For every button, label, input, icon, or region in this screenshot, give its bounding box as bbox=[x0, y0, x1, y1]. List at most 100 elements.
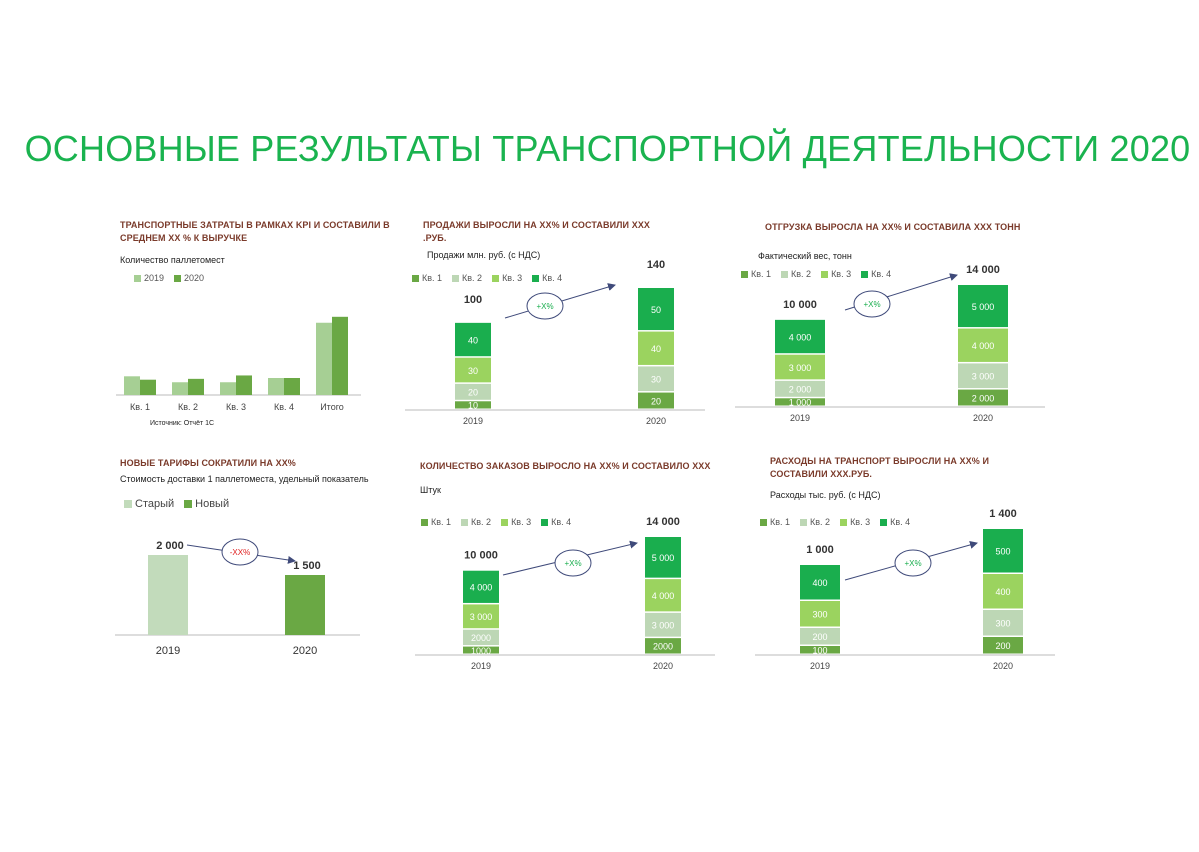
segment-label: 2 000 bbox=[972, 393, 995, 403]
total-label: 140 bbox=[647, 259, 665, 271]
legend-label-q4: Кв. 4 bbox=[542, 273, 563, 283]
segment-label: 30 bbox=[651, 375, 661, 385]
legend-tariffs: Старый Новый bbox=[124, 498, 229, 510]
segment-label: 2 000 bbox=[789, 385, 812, 395]
legend-label-new: Новый bbox=[195, 498, 230, 510]
segment-label: 400 bbox=[995, 587, 1010, 597]
legend-swatch-q2 bbox=[461, 518, 469, 526]
bar-segment-2019-q3 bbox=[455, 357, 491, 383]
total-label: 10 000 bbox=[783, 299, 817, 311]
legend-costs: Кв. 1 Кв. 2 Кв. 3 Кв. 4 bbox=[760, 517, 910, 527]
segment-label: 2000 bbox=[471, 633, 491, 643]
total-label: 1 000 bbox=[806, 544, 834, 556]
segment-label: 50 bbox=[651, 305, 661, 315]
bar-segment-2020-q4 bbox=[983, 529, 1023, 573]
x-tick-label: Кв. 4 bbox=[274, 402, 294, 412]
x-tick-label: Кв. 2 bbox=[178, 402, 198, 412]
bar-segment-2019-q1 bbox=[775, 398, 825, 406]
segment-label: 200 bbox=[995, 641, 1010, 651]
bar-2019-1 bbox=[124, 376, 140, 395]
legend-swatch-q2 bbox=[781, 270, 789, 278]
chart-costs: 100 200 300 400 1 000 2019 200 300 400 500 1 400 20… bbox=[755, 508, 1055, 671]
growth-label: -ХХ% bbox=[230, 548, 250, 557]
chart-shipment: 1 000 2 000 3 000 4 000 10 000 2019 2 000 3 000… bbox=[735, 264, 1045, 423]
bar-segment-2019-q2 bbox=[463, 629, 499, 646]
bar-segment-2019-q4 bbox=[455, 322, 491, 357]
bar-segment-2020-q2 bbox=[645, 612, 681, 637]
legend-swatch-q3 bbox=[501, 518, 509, 526]
bar-2020 bbox=[285, 575, 325, 635]
segment-label: 20 bbox=[468, 388, 478, 398]
legend-label-q2: Кв. 2 bbox=[810, 517, 831, 527]
bar-segment-2019-q2 bbox=[775, 380, 825, 397]
segment-label: 100 bbox=[812, 646, 827, 656]
bar-2020-2 bbox=[188, 378, 204, 395]
legend-label-q3: Кв. 3 bbox=[831, 269, 852, 279]
legend-swatch-q3 bbox=[840, 518, 848, 526]
bar-segment-2019-q1 bbox=[800, 646, 840, 654]
segment-label: 40 bbox=[468, 335, 478, 345]
bar-segment-2020-q2 bbox=[983, 610, 1023, 636]
page-title: ОСНОВНЫЕ РЕЗУЛЬТАТЫ ТРАНСПОРТНОЙ ДЕЯТЕЛЬ… bbox=[24, 128, 1191, 169]
panel-title-sales: ПРОДАЖИ ВЫРОСЛИ НА ХХ% И СОСТАВИЛИ ХХХ .… bbox=[423, 220, 651, 243]
legend-sales: Кв. 1 Кв. 2 Кв. 3 Кв. 4 bbox=[412, 273, 562, 283]
panel-subtitle-shipment: Фактический вес, тонн bbox=[758, 251, 852, 261]
panel-title-costs: РАСХОДЫ НА ТРАНСПОРТ ВЫРОСЛИ НА ХХ% И СО… bbox=[770, 456, 990, 479]
legend-swatch-q2 bbox=[452, 274, 460, 282]
growth-label: +Х% bbox=[536, 302, 553, 311]
panel-title-tariffs: НОВЫЕ ТАРИФЫ СОКРАТИЛИ НА ХХ% bbox=[120, 458, 296, 468]
legend-swatch-q4 bbox=[532, 274, 540, 282]
segment-label: 4 000 bbox=[972, 341, 995, 351]
x-tick-label: 2019 bbox=[471, 661, 491, 671]
bar-segment-2020-q3 bbox=[983, 574, 1023, 609]
legend-label-q1: Кв. 1 bbox=[751, 269, 772, 279]
bar-segment-2020-q4 bbox=[645, 537, 681, 578]
segment-label: 3 000 bbox=[652, 621, 675, 631]
legend-swatch-q1 bbox=[412, 274, 419, 282]
total-label: 14 000 bbox=[966, 264, 1000, 276]
growth-ellipse bbox=[526, 292, 564, 320]
x-tick-label: Кв. 3 bbox=[226, 402, 246, 412]
bar-segment-2020-q3 bbox=[645, 579, 681, 612]
bar-segment-2020-q2 bbox=[958, 363, 1008, 389]
legend-swatch-q3 bbox=[492, 274, 500, 282]
total-label: 14 000 bbox=[646, 516, 680, 528]
legend-label-q4: Кв. 4 bbox=[871, 269, 892, 279]
growth-label: +Х% bbox=[904, 559, 921, 568]
chart-orders: 1000 2000 3 000 4 000 10 000 2019 2000 3 000 4 0… bbox=[415, 516, 715, 671]
legend-swatch-q2 bbox=[800, 518, 808, 526]
chart-tariffs: 2 000 2019 1 500 2020 -ХХ% bbox=[115, 538, 360, 657]
legend-label-q1: Кв. 1 bbox=[431, 517, 452, 527]
bar-2019 bbox=[148, 555, 188, 635]
growth-label: +Х% bbox=[564, 559, 581, 568]
bar-segment-2020-q1 bbox=[638, 392, 674, 409]
value-label: 2 000 bbox=[156, 540, 184, 552]
x-tick-label: 2019 bbox=[156, 645, 180, 657]
legend-label-q4: Кв. 4 bbox=[551, 517, 572, 527]
bar-2019-4 bbox=[268, 378, 284, 395]
bar-segment-2020-q2 bbox=[638, 366, 674, 392]
x-tick-label: 2019 bbox=[463, 416, 483, 426]
x-tick-label: Итого bbox=[320, 402, 344, 412]
legend-label-q1: Кв. 1 bbox=[422, 273, 443, 283]
segment-label: 3 000 bbox=[470, 612, 493, 622]
panel-subtitle-kpi: Количество паллетомест bbox=[120, 255, 225, 265]
legend-swatch-2019 bbox=[134, 274, 141, 282]
legend-label-2019: 2019 bbox=[144, 273, 165, 283]
x-tick-label: 2019 bbox=[790, 413, 810, 423]
total-label: 100 bbox=[464, 294, 482, 306]
bar-segment-2019-q4 bbox=[775, 319, 825, 354]
source-note: Источник: Отчёт 1С bbox=[150, 420, 215, 427]
bar-segment-2019-q3 bbox=[800, 601, 840, 627]
bar-segment-2020-q1 bbox=[645, 638, 681, 654]
legend-label-q2: Кв. 2 bbox=[791, 269, 812, 279]
bar-2019-2 bbox=[172, 382, 188, 395]
panel-subtitle-sales: Продажи млн. руб. (с НДС) bbox=[427, 250, 541, 260]
bar-2019-3 bbox=[220, 382, 236, 395]
legend-label-q4: Кв. 4 bbox=[890, 517, 911, 527]
x-tick-label: 2020 bbox=[293, 645, 317, 657]
bar-segment-2019-q1 bbox=[455, 401, 491, 409]
bar-2020-5 bbox=[332, 316, 348, 395]
segment-label: 1 000 bbox=[789, 398, 812, 408]
legend-label-q3: Кв. 3 bbox=[511, 517, 532, 527]
